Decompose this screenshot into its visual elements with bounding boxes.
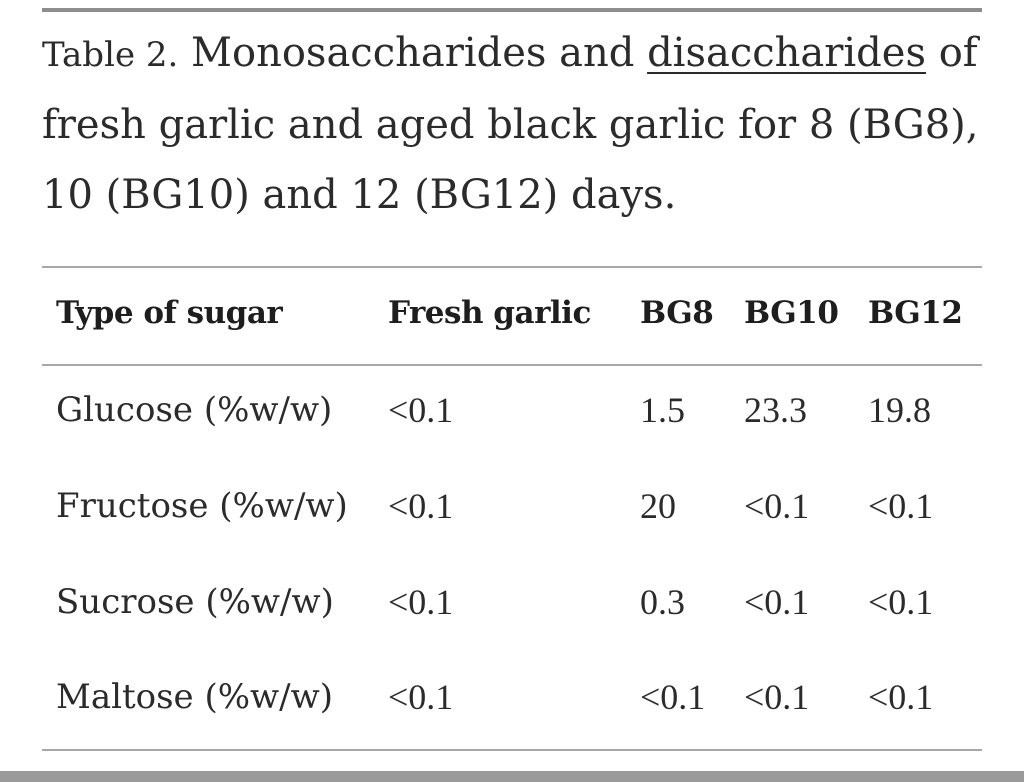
cell-bg10: <0.1 — [744, 677, 810, 717]
cell-fresh-garlic: <0.1 — [388, 486, 454, 526]
cell-fresh-garlic: <0.1 — [388, 390, 454, 430]
cell-bg12: <0.1 — [868, 582, 934, 622]
cell-bg12: <0.1 — [868, 677, 934, 717]
cell-bg8: <0.1 — [640, 677, 706, 717]
bottom-divider — [0, 771, 1024, 782]
header-fresh-garlic: Fresh garlic — [388, 295, 591, 331]
header-bg12: BG12 — [868, 295, 963, 331]
cell-bg8: 0.3 — [640, 582, 685, 622]
disaccharides-link[interactable]: disaccharides — [647, 30, 926, 76]
cell-bg12: <0.1 — [868, 486, 934, 526]
header-type-of-sugar: Type of sugar — [56, 295, 283, 331]
header-top-rule — [42, 266, 982, 268]
header-bg8: BG8 — [640, 295, 714, 331]
cell-bg12: 19.8 — [868, 390, 931, 430]
cell-fresh-garlic: <0.1 — [388, 582, 454, 622]
row-label: Fructose (%w/w) — [56, 486, 348, 526]
table-number: Table 2. — [42, 35, 179, 75]
header-bg10: BG10 — [744, 295, 839, 331]
cell-fresh-garlic: <0.1 — [388, 677, 454, 717]
row-label: Glucose (%w/w) — [56, 390, 333, 430]
cell-bg8: 1.5 — [640, 390, 685, 430]
caption-text-end: of fresh garlic and aged black garlic fo… — [42, 30, 979, 218]
table-bottom-rule — [42, 749, 982, 751]
header-bottom-rule — [42, 364, 982, 366]
cell-bg10: 23.3 — [744, 390, 807, 430]
cell-bg8: 20 — [640, 486, 676, 526]
caption-text-start: Monosaccharides and — [178, 30, 648, 76]
cell-bg10: <0.1 — [744, 582, 810, 622]
row-label: Sucrose (%w/w) — [56, 582, 334, 622]
table-caption: Table 2. Monosaccharides and disaccharid… — [42, 18, 987, 230]
top-rule — [42, 8, 982, 12]
cell-bg10: <0.1 — [744, 486, 810, 526]
row-label: Maltose (%w/w) — [56, 677, 333, 717]
